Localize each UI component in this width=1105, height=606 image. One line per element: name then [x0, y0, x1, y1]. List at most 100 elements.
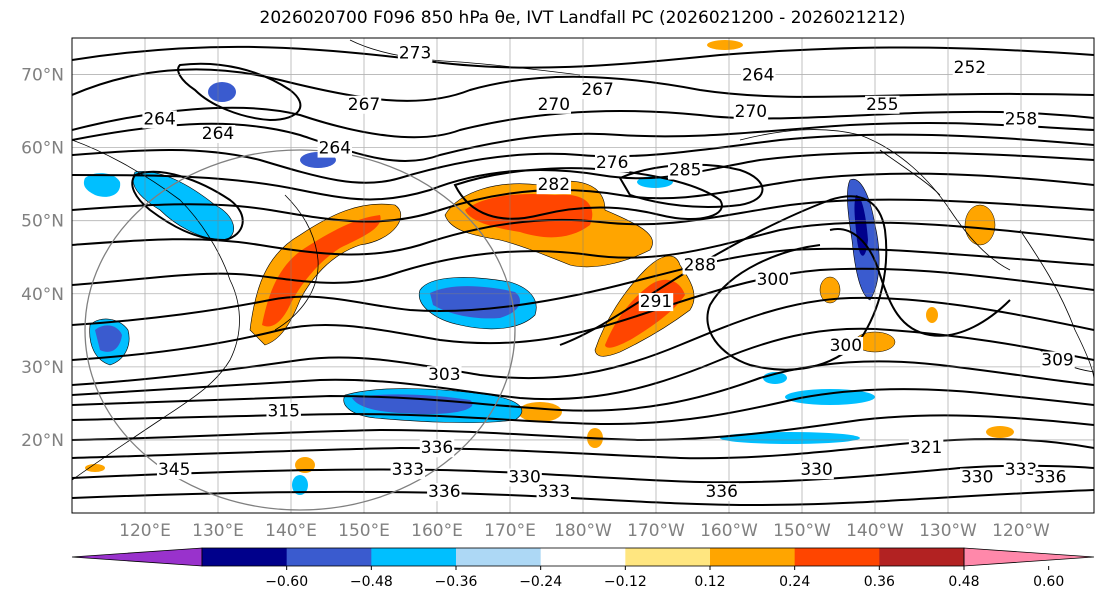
lat-tick-labels: 20°N 30°N 40°N 50°N 60°N 70°N — [21, 66, 64, 451]
contour-label: 258 — [1005, 109, 1037, 129]
colorbar-segment — [286, 548, 372, 566]
colorbar: −0.60 −0.48 −0.36 −0.24 −0.12 0.12 0.24 0.36 0.4… — [71, 547, 1095, 590]
contour-label-bg — [638, 293, 674, 312]
contour-line — [72, 133, 1094, 184]
positive-anomaly-patch — [85, 464, 105, 472]
lon-tick-label: 120°W — [992, 521, 1050, 541]
contour-line — [453, 167, 723, 221]
contour-line — [829, 228, 1011, 337]
contour-label-bg — [682, 256, 718, 275]
contour-label-bg — [755, 271, 791, 290]
contour-line — [72, 45, 1094, 69]
contour-label: 288 — [684, 256, 716, 276]
contour-label: 273 — [399, 44, 431, 64]
coastline — [349, 39, 581, 76]
contour-label-bg — [266, 402, 301, 421]
contour-label-bg — [908, 439, 944, 458]
negative-anomaly-region — [83, 173, 121, 197]
contour-label-bg — [828, 336, 864, 355]
colorbar-tick-label: −0.12 — [604, 574, 647, 590]
colorbar-segment — [202, 548, 288, 566]
contour-label: 267 — [581, 80, 613, 100]
contour-label-bg — [580, 81, 615, 100]
coastline — [274, 194, 319, 331]
contour-label-bg — [536, 483, 572, 502]
contour-label: 267 — [348, 95, 380, 115]
contour-label: 330 — [961, 467, 993, 487]
lon-tick-label: 150°W — [773, 521, 831, 541]
contour-label-bg — [156, 461, 192, 480]
contour-label: 270 — [538, 95, 570, 115]
contour-label-bg — [959, 468, 995, 487]
colorbar-extend-high — [963, 547, 1095, 567]
contour-line — [72, 247, 1094, 326]
lon-tick-label: 160°E — [411, 521, 463, 541]
contour-label: 303 — [428, 365, 460, 385]
lat-tick-label: 40°N — [21, 285, 64, 305]
contour-label-bg — [390, 461, 426, 480]
colorbar-segment — [371, 548, 457, 566]
lon-tick-label: 140°E — [265, 521, 317, 541]
contour-label: 300 — [830, 336, 862, 356]
lon-tick-label: 160°W — [700, 521, 758, 541]
lon-tick-label: 170°E — [484, 521, 536, 541]
colorbar-segment — [625, 548, 711, 566]
colorbar-frame — [201, 547, 965, 567]
lat-tick-label: 60°N — [21, 139, 64, 159]
contour-label: 276 — [596, 153, 628, 173]
contour-line — [72, 121, 1094, 163]
coastline — [879, 149, 941, 196]
contour-label: 300 — [757, 270, 789, 290]
contour-label-bg — [1003, 461, 1039, 480]
lon-tick-label: 170°W — [627, 521, 685, 541]
contour-label-bg — [427, 366, 462, 385]
contour-label: 264 — [742, 66, 774, 86]
contour-line — [72, 267, 1094, 361]
contour-label-bg — [507, 468, 542, 487]
contour-label-bg — [704, 483, 739, 502]
contour-label-bg — [397, 44, 433, 63]
contour-label: 270 — [735, 102, 767, 122]
positive-anomaly-patch — [964, 204, 996, 246]
contour-label: 336 — [705, 482, 737, 502]
contour-label: 252 — [954, 58, 986, 78]
colorbar-tick-label: −0.36 — [435, 574, 478, 590]
plot-frame — [71, 37, 1095, 514]
contour-label-bg — [427, 483, 462, 502]
contour-label: 336 — [421, 438, 453, 458]
colorbar-tick-label: −0.60 — [265, 574, 308, 590]
colorbar-tick-label: −0.24 — [519, 574, 562, 590]
lon-tick-label: 140°W — [846, 521, 904, 541]
contour-label-bg — [733, 103, 769, 122]
contour-label: 309 — [1041, 351, 1073, 371]
colorbar-tick-label: 0.60 — [1033, 574, 1064, 590]
contour-label-bg — [142, 110, 177, 129]
contour-line — [72, 464, 1094, 484]
contour-label: 333 — [392, 460, 424, 480]
contour-label: 264 — [202, 124, 234, 144]
colorbar-segment — [540, 548, 626, 566]
contour-label-bg — [1032, 468, 1068, 487]
positive-anomaly-patch — [707, 40, 743, 50]
coastline — [739, 129, 1011, 271]
contour-label: 330 — [800, 460, 832, 480]
negative-anomaly-patch — [785, 389, 875, 405]
lon-tick-label: 120°E — [119, 521, 171, 541]
positive-anomaly-patch — [986, 426, 1014, 438]
lon-tick-label: 130°E — [192, 521, 244, 541]
lon-tick-label: 130°W — [919, 521, 977, 541]
contour-label: 336 — [1034, 467, 1066, 487]
contour-line — [72, 489, 1094, 507]
negative-anomaly-patch — [292, 475, 308, 495]
negative-anomaly-core — [352, 394, 473, 415]
contour-label-bg — [740, 66, 776, 85]
contour-line — [131, 170, 244, 242]
colorbar-tick-label: −0.48 — [350, 574, 393, 590]
negative-anomaly-patch — [720, 432, 860, 444]
colorbar-segment — [456, 548, 542, 566]
contour-line — [177, 62, 302, 122]
contour-label: 255 — [866, 95, 898, 115]
contour-label-layer: 273 264 252 267 270 267 264 264 264 255 258 270 282 2… — [142, 44, 1075, 502]
colorbar-extend-low — [71, 547, 203, 567]
